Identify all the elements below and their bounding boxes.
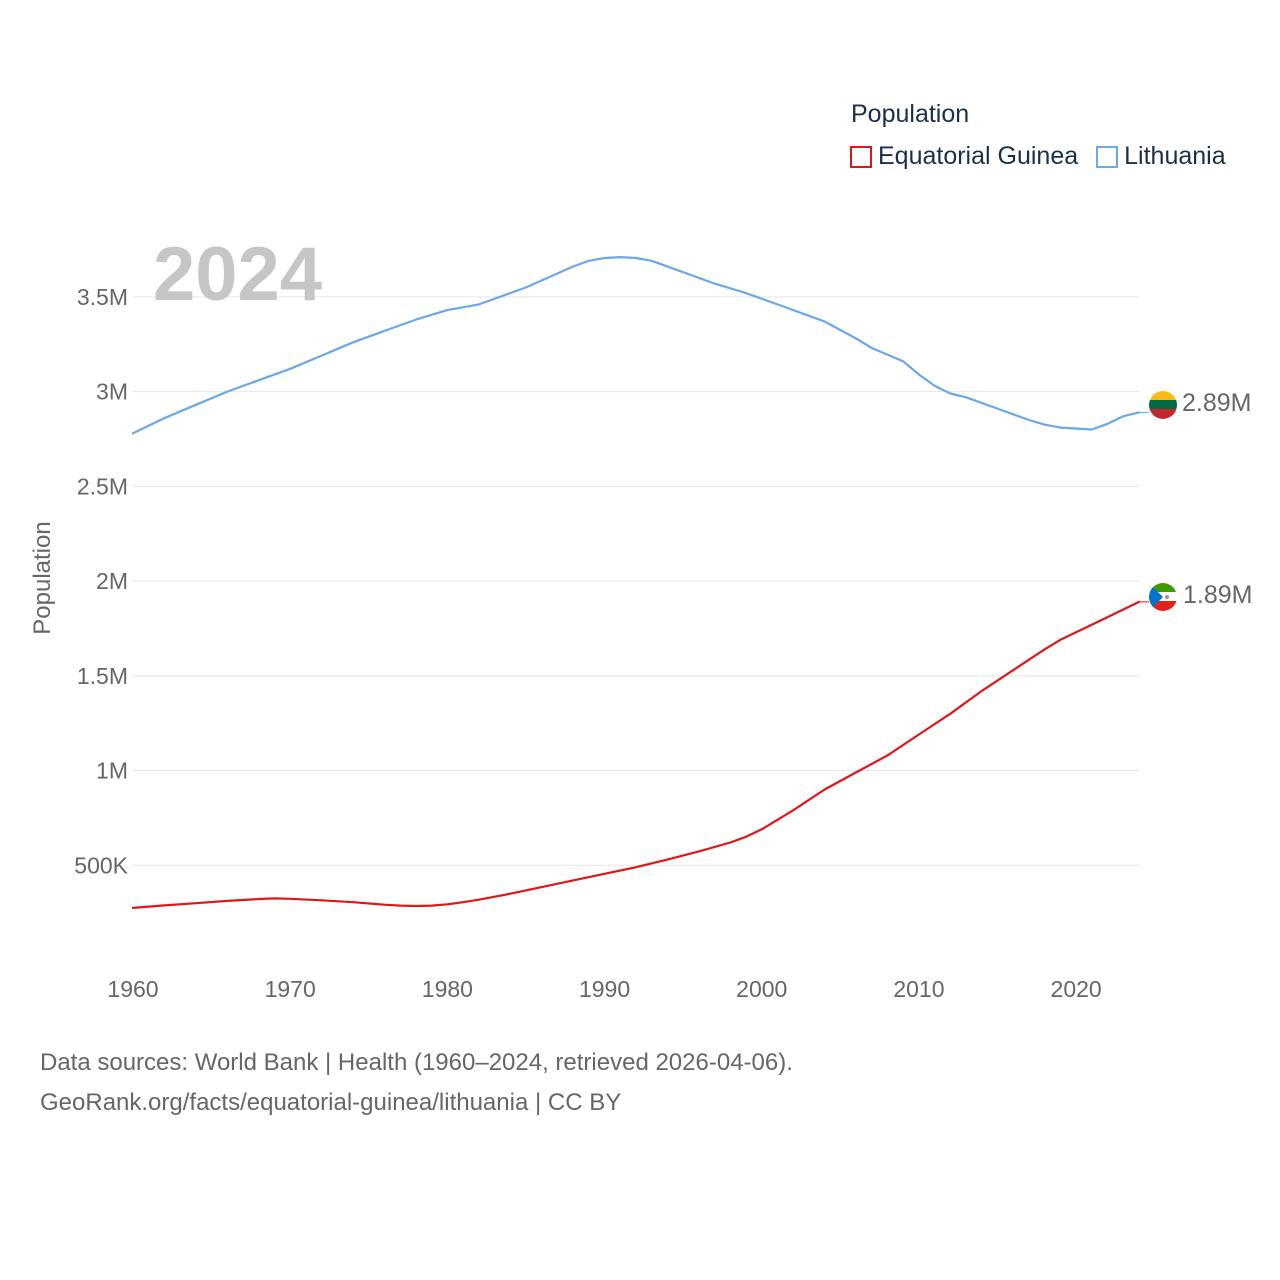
- x-tick-label: 2010: [893, 976, 944, 1002]
- y-axis-title: Population: [29, 521, 56, 634]
- year-label: 2024: [153, 232, 322, 317]
- equatorial-guinea-end-label: 1.89M: [1183, 581, 1252, 609]
- legend-item-equatorial-guinea[interactable]: Equatorial Guinea: [850, 142, 1078, 171]
- lithuania-flag-icon: [1149, 391, 1177, 419]
- source-line-2: GeoRank.org/facts/equatorial-guinea/lith…: [40, 1089, 622, 1116]
- legend-item-lithuania[interactable]: Lithuania: [1096, 142, 1226, 171]
- series-line-equatorial-guinea[interactable]: [131, 600, 1141, 910]
- y-tick-label: 1.5M: [77, 663, 128, 689]
- source-note: Data sources: World Bank | Health (1960–…: [40, 1043, 793, 1123]
- x-tick-label: 1990: [579, 976, 630, 1002]
- x-axis-ticks: 1960 1970 1980 1990 2000 2010 2020: [107, 976, 1101, 1002]
- legend-label-equatorial-guinea: Equatorial Guinea: [878, 142, 1079, 170]
- y-tick-label: 3.5M: [77, 284, 128, 310]
- y-tick-label: 3M: [96, 379, 128, 405]
- legend-label-lithuania: Lithuania: [1124, 142, 1226, 170]
- y-tick-label: 500K: [74, 852, 128, 878]
- x-tick-label: 1980: [422, 976, 473, 1002]
- source-line-1: Data sources: World Bank | Health (1960–…: [40, 1049, 793, 1076]
- legend: Equatorial Guinea Lithuania: [850, 142, 1226, 171]
- y-tick-label: 2.5M: [77, 473, 128, 499]
- equatorial-guinea-flag-icon: [1149, 583, 1177, 611]
- grid-lines: [133, 296, 1139, 866]
- x-tick-label: 2020: [1051, 976, 1102, 1002]
- x-tick-label: 1970: [265, 976, 316, 1002]
- legend-swatch-lithuania: [1096, 145, 1119, 168]
- x-tick-label: 1960: [107, 976, 158, 1002]
- y-axis-ticks: 500K 1M 1.5M 2M 2.5M 3M 3.5M: [74, 284, 128, 878]
- y-tick-label: 2M: [96, 568, 128, 594]
- legend-title: Population: [851, 100, 970, 128]
- legend-swatch-equatorial-guinea: [850, 145, 872, 168]
- y-tick-label: 1M: [96, 758, 128, 784]
- series-line-lithuania[interactable]: [131, 256, 1141, 435]
- x-tick-label: 2000: [736, 976, 787, 1002]
- series-lines: [131, 256, 1149, 910]
- lithuania-end-label: 2.89M: [1182, 389, 1251, 417]
